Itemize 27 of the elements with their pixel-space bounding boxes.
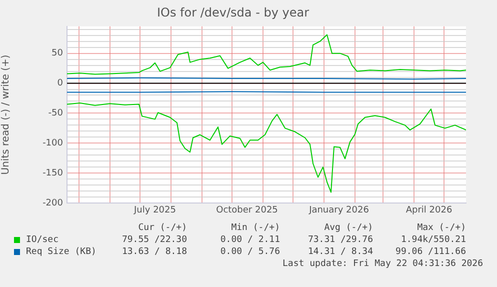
text: Cur (-/+) bbox=[138, 222, 187, 234]
text: 1.94k/550.21 bbox=[400, 234, 466, 246]
text: 13.63 / 8.18 bbox=[122, 246, 187, 258]
text: 0.00 / 5.76 bbox=[220, 246, 280, 258]
legend-label: Req Size (KB) bbox=[26, 246, 96, 258]
text: 14.31 / 8.34 bbox=[308, 246, 373, 258]
y-axis-title: Units read (-) / write (+) bbox=[0, 54, 12, 175]
text: 79.55 /22.30 bbox=[122, 234, 187, 246]
y-tick-label: -200 bbox=[42, 198, 64, 208]
y-tick-label: -100 bbox=[42, 138, 64, 148]
y-tick-label: 50 bbox=[52, 48, 64, 59]
text: 0.00 / 2.11 bbox=[220, 234, 280, 246]
chart-title: IOs for /dev/sda - by year bbox=[156, 5, 310, 20]
y-tick-label: -150 bbox=[42, 168, 64, 178]
x-tick-label: July 2025 bbox=[133, 206, 176, 216]
legend-label: IO/sec bbox=[26, 234, 59, 246]
text: Avg (-/+) bbox=[324, 222, 373, 234]
text: Min (-/+) bbox=[231, 222, 280, 234]
x-tick-label: October 2025 bbox=[216, 206, 278, 216]
y-tick-label: 0 bbox=[57, 78, 64, 89]
x-tick-label: January 2026 bbox=[308, 206, 370, 216]
text: Max (-/+) bbox=[417, 222, 466, 234]
y-tick-label: -50 bbox=[48, 108, 64, 119]
text: Last update: Fri May 22 04:31:36 2026 bbox=[282, 258, 483, 270]
text: 99.06 /111.66 bbox=[396, 246, 466, 258]
x-tick-label: April 2026 bbox=[406, 206, 452, 216]
text: 73.31 /29.76 bbox=[308, 234, 373, 246]
